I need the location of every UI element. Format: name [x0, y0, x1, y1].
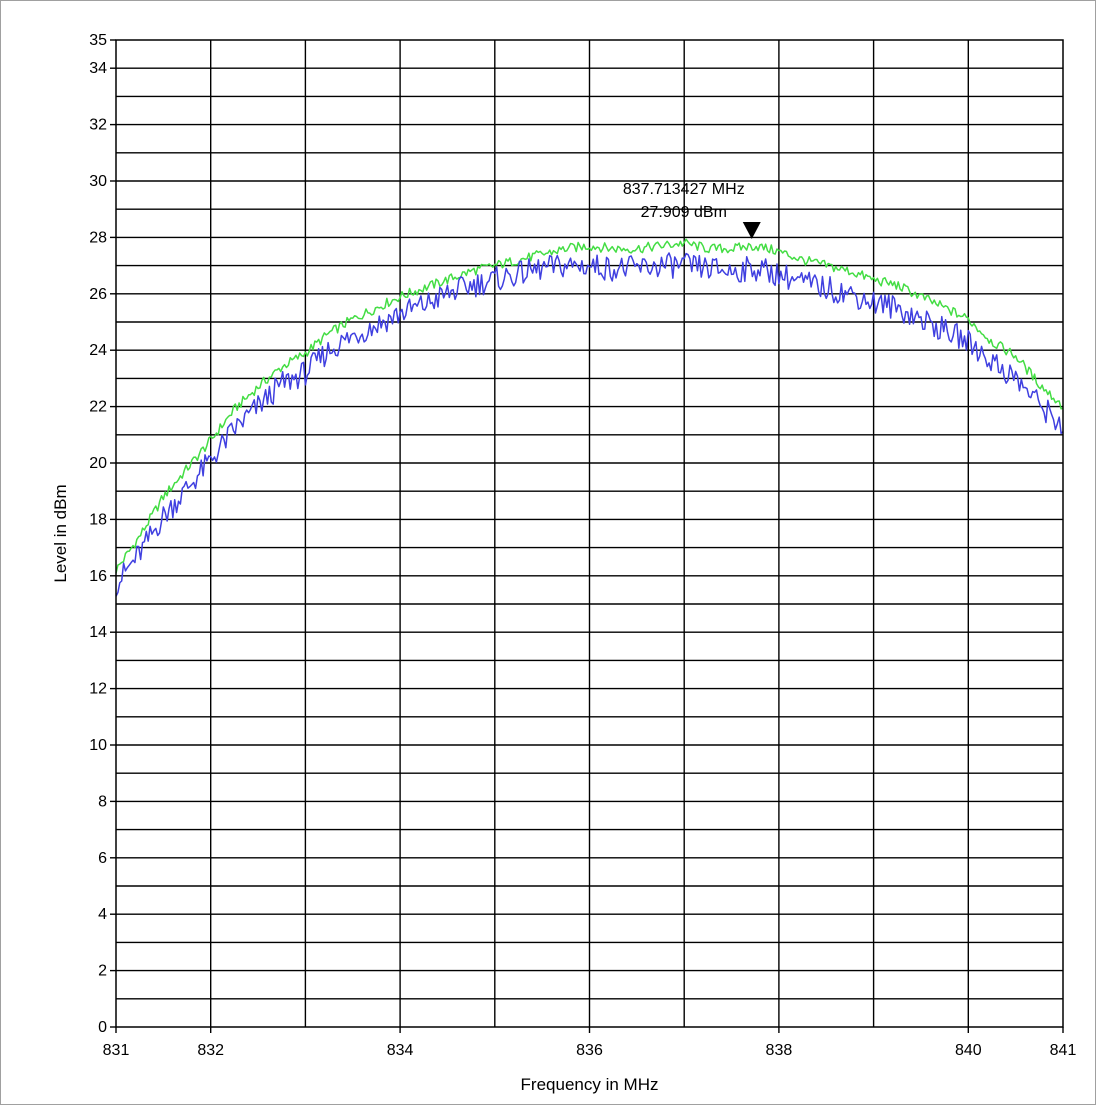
y-tick-label: 8: [98, 793, 107, 810]
y-tick-label: 20: [89, 455, 107, 472]
series-line: [115, 238, 1064, 574]
y-tick-label: 22: [89, 399, 107, 416]
y-tick-label: 14: [89, 624, 107, 641]
x-tick-label: 838: [766, 1042, 793, 1059]
series-line: [115, 252, 1064, 597]
x-tick-label: 840: [955, 1042, 982, 1059]
y-tick-label: 32: [89, 117, 107, 134]
peak-marker-level-label: 27.909 dBm: [641, 204, 727, 221]
x-tick-label: 836: [576, 1042, 603, 1059]
y-tick-label: 34: [89, 60, 107, 77]
series-layer: [115, 238, 1064, 597]
y-tick-label: 28: [89, 229, 107, 246]
x-tick-label: 832: [197, 1042, 224, 1059]
y-tick-label: 35: [89, 32, 107, 49]
x-axis-title: Frequency in MHz: [521, 1075, 659, 1094]
y-tick-label: 16: [89, 568, 107, 585]
y-tick-label: 6: [98, 850, 107, 867]
y-tick-label: 26: [89, 286, 107, 303]
y-tick-label: 0: [98, 1019, 107, 1036]
y-tick-label: 4: [98, 906, 107, 923]
peak-marker-frequency-label: 837.713427 MHz: [623, 181, 745, 198]
y-tick-label: 24: [89, 342, 107, 359]
x-tick-label: 831: [103, 1042, 130, 1059]
y-tick-label: 2: [98, 963, 107, 980]
grid: [116, 40, 1063, 1027]
peak-marker-triangle-icon: [742, 221, 761, 239]
y-axis-title: Level in dBm: [51, 484, 70, 582]
y-tick-label: 10: [89, 737, 107, 754]
x-tick-label: 841: [1050, 1042, 1077, 1059]
y-tick-label: 18: [89, 511, 107, 528]
peak-marker: 837.713427 MHz 27.909 dBm: [623, 181, 761, 239]
x-tick-label: 834: [387, 1042, 414, 1059]
y-tick-label: 12: [89, 681, 107, 698]
y-tick-label: 30: [89, 173, 107, 190]
